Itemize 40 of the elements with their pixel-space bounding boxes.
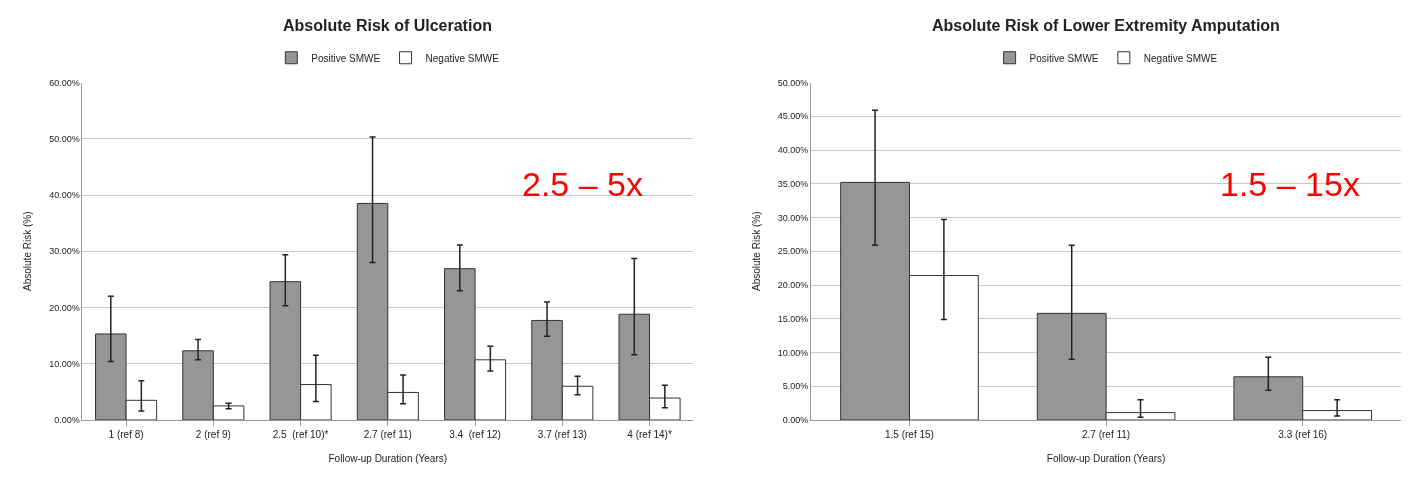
y-tick-label: 30.00% xyxy=(777,212,809,223)
y-tick-label: 40.00% xyxy=(777,145,809,156)
legend-label: Negative SMWE xyxy=(1143,52,1218,64)
chart-title: Absolute Risk of Lower Extremity Amputation xyxy=(932,17,1280,34)
y-tick-label: 10.00% xyxy=(777,347,809,358)
x-axis-title: Follow-up Duration (Years) xyxy=(1046,452,1166,464)
y-tick-label: 5.00% xyxy=(782,381,809,392)
y-tick-label: 0.00% xyxy=(782,415,809,426)
y-tick-label: 35.00% xyxy=(777,178,809,189)
y-tick-label: 20.00% xyxy=(777,280,809,291)
legend-label: Negative SMWE xyxy=(425,52,500,64)
y-tick-label: 40.00% xyxy=(49,190,80,201)
y-tick-label: 45.00% xyxy=(777,111,809,122)
y-tick-label: 0.00% xyxy=(54,415,80,426)
y-tick-label: 60.00% xyxy=(49,77,80,88)
y-axis-title: Absolute Risk (%) xyxy=(22,211,34,291)
x-tick-label: 2.5 (ref 10)* xyxy=(272,429,329,440)
y-tick-label: 15.00% xyxy=(777,313,809,324)
legend-label: Positive SMWE xyxy=(311,52,381,64)
x-tick-label: 2.7 (ref 11) xyxy=(1082,429,1131,440)
x-axis-title: Follow-up Duration (Years) xyxy=(328,452,448,464)
y-tick-label: 20.00% xyxy=(49,302,80,313)
y-tick-label: 30.00% xyxy=(49,246,80,257)
annotation: 2.5 – 5x xyxy=(522,165,643,203)
x-tick-label: 3.4 (ref 12) xyxy=(449,429,501,440)
x-tick-label: 3.3 (ref 16) xyxy=(1278,429,1328,440)
x-tick-label: 4 (ref 14)* xyxy=(627,429,672,440)
x-tick-label: 3.7 (ref 13) xyxy=(537,429,587,440)
x-tick-label: 2.7 (ref 11) xyxy=(363,429,412,440)
y-axis-title: Absolute Risk (%) xyxy=(750,211,762,291)
legend-label: Positive SMWE xyxy=(1029,52,1099,64)
annotation: 1.5 – 15x xyxy=(1220,165,1360,203)
y-tick-label: 25.00% xyxy=(777,246,809,257)
x-tick-label: 1 (ref 8) xyxy=(108,429,144,440)
x-tick-label: 1.5 (ref 15) xyxy=(885,429,934,440)
x-tick-label: 2 (ref 9) xyxy=(195,429,231,440)
y-tick-label: 10.00% xyxy=(49,358,80,369)
y-tick-label: 50.00% xyxy=(777,77,809,88)
chart-title: Absolute Risk of Ulceration xyxy=(283,17,492,34)
y-tick-label: 50.00% xyxy=(49,133,80,144)
